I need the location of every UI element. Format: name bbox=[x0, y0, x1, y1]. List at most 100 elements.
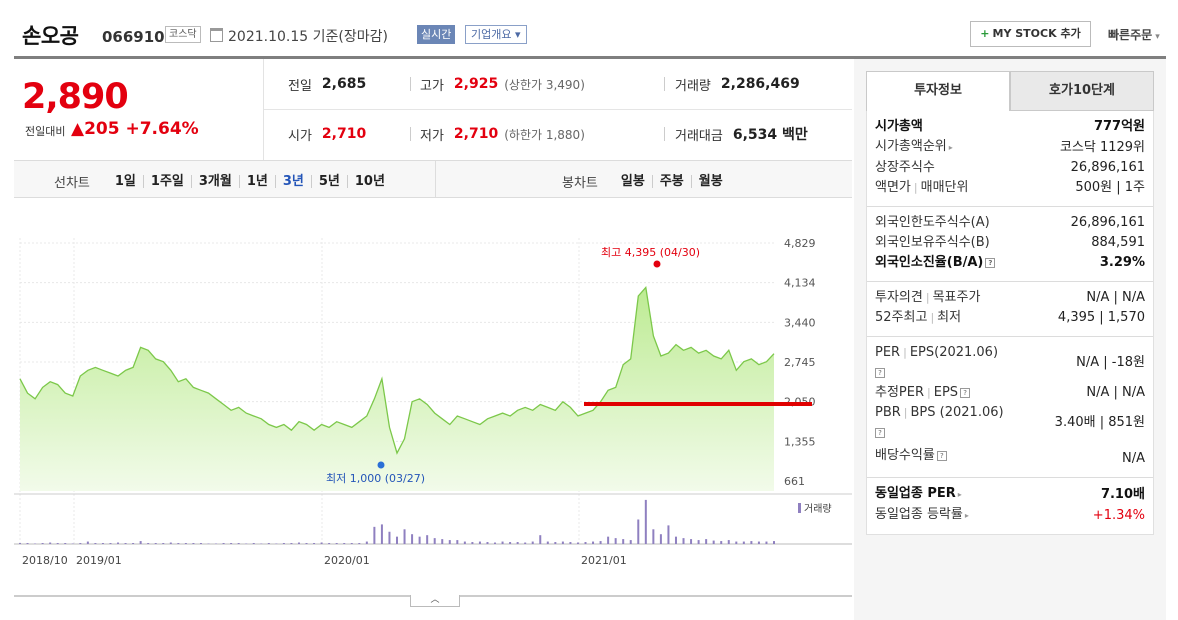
info-row: 동일업종 PER ▸ 7.10배 bbox=[875, 484, 1145, 505]
open-price: 시가 2,710 bbox=[288, 109, 366, 159]
high-marker bbox=[653, 260, 661, 268]
period-5y[interactable]: 5년 bbox=[310, 175, 347, 188]
candle-daily[interactable]: 일봉 bbox=[620, 174, 645, 189]
info-row: 시가총액 777억원 bbox=[875, 117, 1145, 137]
period-10y[interactable]: 10년 bbox=[346, 175, 392, 188]
company-overview-dropdown[interactable]: 기업개요 ▾ bbox=[465, 25, 527, 44]
divider bbox=[410, 127, 411, 141]
volume-bar bbox=[644, 499, 647, 544]
opinion-label-2: 목표주가 bbox=[932, 290, 981, 305]
help-icon[interactable]: ? bbox=[875, 367, 885, 378]
help-icon[interactable]: ? bbox=[875, 427, 885, 438]
market-cap-rank-value: 코스닥 1129위 bbox=[1059, 139, 1145, 155]
candle-monthly[interactable]: 월봉 bbox=[690, 175, 730, 188]
candle-weekly[interactable]: 주봉 bbox=[651, 175, 691, 188]
tab-order-book[interactable]: 호가10단계 bbox=[1010, 71, 1154, 111]
volume-bar bbox=[403, 529, 406, 544]
volume-bar bbox=[41, 543, 44, 544]
price-change: ▲205 +7.64% bbox=[71, 119, 199, 139]
info-section-industry: 동일업종 PER ▸ 7.10배 동일업종 등락률 ▸ +1.34% bbox=[867, 478, 1153, 534]
label-separator: | bbox=[927, 386, 931, 399]
volume-bar bbox=[592, 541, 595, 544]
period-1y[interactable]: 1년 bbox=[238, 175, 275, 188]
tab-investment-info[interactable]: 투자정보 bbox=[866, 71, 1010, 111]
volume-bar bbox=[667, 525, 670, 544]
stock-header: 손오공 066910 코스닥 2021.10.15 기준(장마감) 실시간 기업… bbox=[0, 0, 1178, 58]
volume-bar bbox=[305, 543, 308, 544]
prev-close-value: 2,685 bbox=[321, 76, 367, 92]
lower-limit: (하한가 1,880) bbox=[504, 127, 585, 142]
foreign-limit-value: 26,896,161 bbox=[1070, 215, 1145, 230]
stock-code: 066910 bbox=[102, 28, 165, 46]
volume-bar bbox=[629, 540, 632, 544]
volume-bar bbox=[290, 543, 293, 544]
period-3m[interactable]: 3개월 bbox=[190, 175, 239, 188]
volume-bar bbox=[358, 543, 361, 544]
volume-label: 거래량 bbox=[675, 78, 711, 94]
foreign-holding-value: 884,591 bbox=[1091, 235, 1145, 250]
volume-bar bbox=[177, 543, 180, 544]
label-separator: | bbox=[903, 406, 908, 419]
period-3y[interactable]: 3년 bbox=[274, 175, 311, 188]
info-section-foreign: 외국인한도주식수(A) 26,896,161 외국인보유주식수(B) 884,591… bbox=[867, 207, 1153, 282]
volume-bar bbox=[599, 541, 602, 544]
help-icon[interactable]: ? bbox=[960, 387, 971, 398]
volume-bar bbox=[49, 542, 52, 544]
divider bbox=[664, 77, 665, 91]
volume-bar bbox=[448, 540, 451, 544]
quick-order-dropdown[interactable]: 빠른주문 ▾ bbox=[1108, 26, 1160, 43]
volume-bar bbox=[297, 542, 300, 544]
market-cap-rank-link[interactable]: 시가총액순위 ▸ bbox=[875, 137, 953, 158]
help-icon[interactable]: ? bbox=[985, 257, 996, 268]
prev-close-label: 전일 bbox=[288, 78, 312, 94]
open-value: 2,710 bbox=[321, 126, 367, 142]
dividend-label-wrap: 배당수익률? bbox=[875, 446, 947, 466]
high-value: 2,925 bbox=[453, 76, 499, 92]
prev-close: 전일 2,685 bbox=[288, 59, 366, 109]
industry-change-link[interactable]: 동일업종 등락률 ▸ bbox=[875, 505, 969, 526]
market-cap-value: 777억원 bbox=[1093, 119, 1145, 134]
info-row: PBR | BPS (2021.06)? 3.40배 | 851원 bbox=[875, 403, 1145, 443]
volume-bar bbox=[773, 541, 775, 544]
industry-per-link[interactable]: 동일업종 PER ▸ bbox=[875, 484, 962, 505]
add-mystock-label: MY STOCK 추가 bbox=[992, 27, 1081, 40]
period-1d[interactable]: 1일 bbox=[114, 174, 136, 189]
volume-bar bbox=[94, 543, 97, 544]
volume-bar bbox=[184, 543, 187, 544]
info-row: 투자의견 | 목표주가 N/A | N/A bbox=[875, 288, 1145, 308]
collapse-chart-button[interactable]: ︿ bbox=[410, 595, 460, 607]
est-per-label: 추정PER | EPS? bbox=[875, 383, 971, 403]
volume-bar bbox=[524, 542, 527, 544]
add-mystock-button[interactable]: + MY STOCK 추가 bbox=[970, 21, 1091, 47]
info-row: 52주최고 | 최저 4,395 | 1,570 bbox=[875, 308, 1145, 328]
market-cap-rank-label: 시가총액순위 bbox=[875, 139, 947, 154]
label-separator: | bbox=[930, 311, 935, 324]
per-label: PER | EPS(2021.06)? bbox=[875, 343, 998, 383]
help-icon[interactable]: ? bbox=[936, 450, 947, 461]
volume-bar bbox=[26, 543, 29, 544]
volume-bar bbox=[222, 543, 225, 544]
period-1w[interactable]: 1주일 bbox=[142, 175, 191, 188]
volume-bar bbox=[64, 543, 67, 544]
y-tick-label: 661 bbox=[784, 475, 805, 488]
high-annotation: 최고 4,395 (04/30) bbox=[601, 246, 700, 259]
low-label: 저가 bbox=[420, 128, 444, 144]
x-tick-label: 2018/10 bbox=[22, 554, 68, 567]
foreign-ratio-label: 외국인소진율(B/A) bbox=[875, 255, 984, 270]
volume-bar bbox=[79, 543, 82, 544]
reference-date: 2021.10.15 기준(장마감) bbox=[228, 29, 388, 45]
per-label-2: EPS(2021.06) bbox=[909, 345, 999, 360]
industry-per-value: 7.10배 bbox=[1100, 486, 1145, 502]
y-tick-label: 1,355 bbox=[784, 435, 816, 448]
industry-change-value: +1.34% bbox=[1092, 507, 1145, 523]
investment-info-panel: 투자정보 호가10단계 시가총액 777억원 시가총액순위 ▸ 코스닥 1129위 상… bbox=[854, 59, 1166, 620]
volume-bar bbox=[690, 539, 693, 544]
price-chart[interactable]: 4,8294,1343,4402,7452,0501,3556612018/10… bbox=[14, 198, 852, 598]
current-price: 2,890 bbox=[22, 77, 129, 117]
info-row: 외국인소진율(B/A)? 3.29% bbox=[875, 253, 1145, 273]
info-row: 시가총액순위 ▸ 코스닥 1129위 bbox=[875, 137, 1145, 158]
realtime-button[interactable]: 실시간 bbox=[417, 25, 456, 44]
caret-right-icon: ▸ bbox=[964, 511, 969, 520]
volume-bar bbox=[147, 543, 150, 544]
company-overview-label: 기업개요 bbox=[471, 28, 512, 41]
